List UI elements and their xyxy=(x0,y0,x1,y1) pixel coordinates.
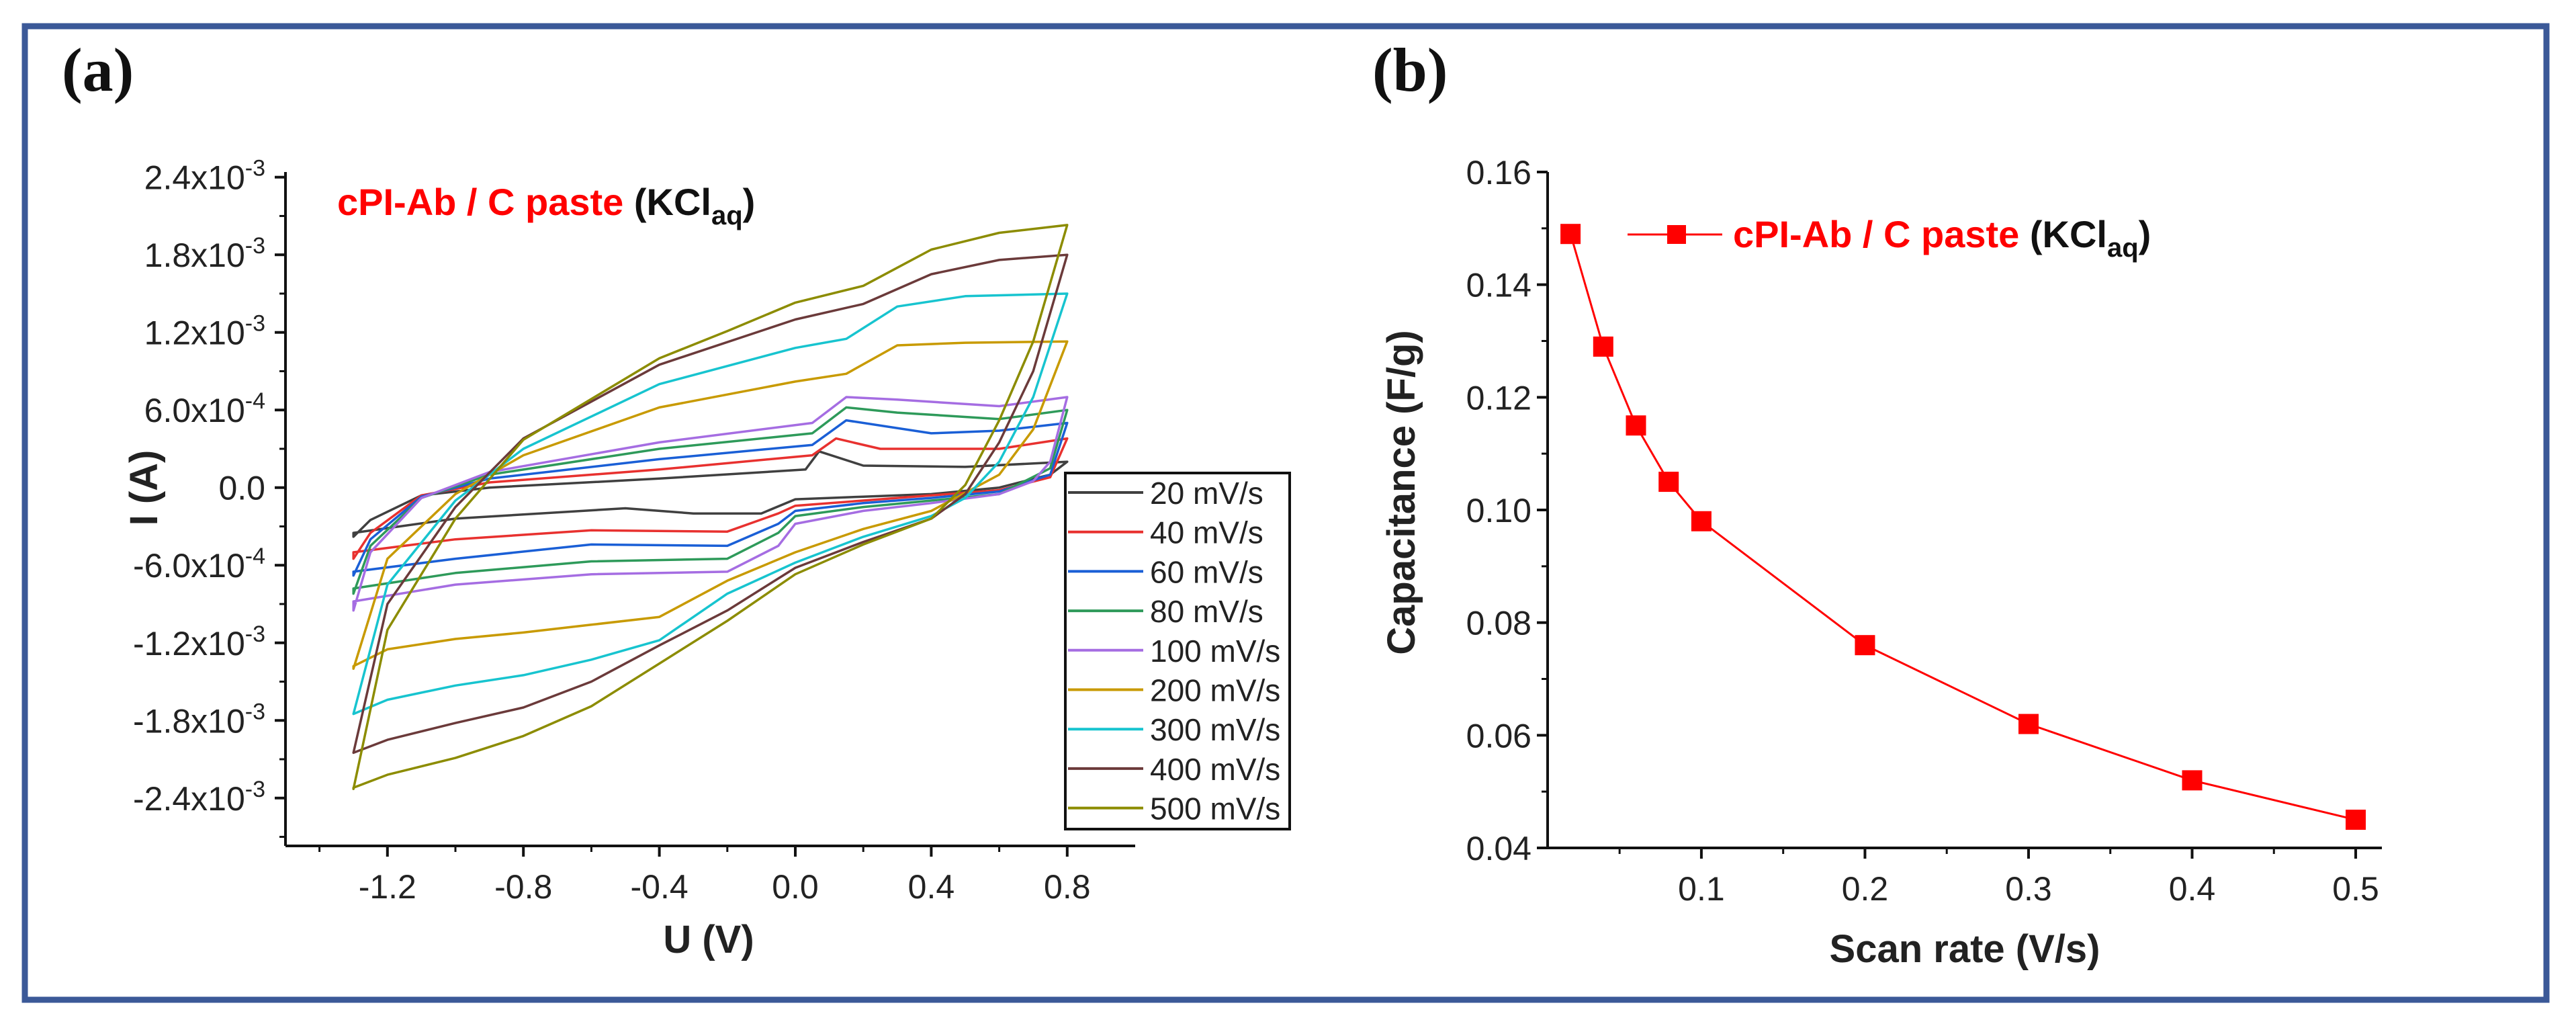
data-point-marker xyxy=(1593,336,1613,357)
y-tick-label: -2.4x10-3 xyxy=(133,777,265,818)
panel-a-axes: -1.2 -0.8 -0.4 0.0 0.4 0.82.4x10-31.8x10-31.2… xyxy=(133,156,1135,906)
cv-curve-400mvs xyxy=(352,253,1069,755)
data-point-marker xyxy=(1691,511,1712,531)
y-tick-label: 0.08 xyxy=(1466,605,1531,642)
legend-entry: 200 mV/s xyxy=(1150,673,1280,708)
y-tick-mantissa: 0.0 xyxy=(218,470,265,507)
x-tick-label: -1.2 xyxy=(359,868,416,906)
title-close: ) xyxy=(743,181,756,223)
x-axis-label-a: U (V) xyxy=(663,918,754,961)
y-tick-mantissa: -1.2x10 xyxy=(133,625,245,662)
y-tick-label: 0.06 xyxy=(1466,717,1531,755)
y-tick-exponent: -3 xyxy=(245,777,265,802)
legend-entry: 80 mV/s xyxy=(1150,594,1263,629)
x-tick-label: 0.2 xyxy=(1842,870,1889,908)
data-point-marker xyxy=(1658,472,1679,492)
panel-b-capacitance-chart: (b) 0.1 0.2 0.3 0.4 0.50.160.140.120.100.080… xyxy=(1372,36,2382,971)
x-axis-label-b: Scan rate (V/s) xyxy=(1830,927,2100,971)
title-sample: cPI-Ab / C paste xyxy=(337,181,623,223)
y-tick-label: 0.12 xyxy=(1466,379,1531,417)
figure-frame xyxy=(21,23,2550,1003)
y-tick-label: 2.4x10-3 xyxy=(144,156,265,197)
panel-b-label: (b) xyxy=(1372,36,1448,104)
legend-entry: 20 mV/s xyxy=(1150,476,1263,511)
cv-curve-200mvs xyxy=(352,340,1069,671)
y-tick-label: -6.0x10-4 xyxy=(133,544,265,585)
y-tick-label: -1.2x10-3 xyxy=(133,621,265,662)
x-tick-label: 0.4 xyxy=(908,868,955,906)
y-tick-mantissa: 1.8x10 xyxy=(144,237,245,274)
panel-a-cv-chart: (a) -1.2 -0.8 -0.4 0.0 0.4 0.82.4x10-31.8x10-… xyxy=(62,36,1291,961)
data-point-marker xyxy=(1626,415,1646,436)
legend-subscript: aq xyxy=(2107,233,2139,263)
panel-b-axes: 0.1 0.2 0.3 0.4 0.5 0.16 0.14 0.12 0.10 0.08 0.06 0… xyxy=(1466,154,2382,908)
y-tick-mantissa: -1.8x10 xyxy=(133,702,245,740)
data-point-marker xyxy=(1855,635,1875,656)
y-tick-mantissa: 1.2x10 xyxy=(144,314,245,352)
y-tick-mantissa: 2.4x10 xyxy=(144,159,245,197)
y-tick-label: 0.14 xyxy=(1466,267,1531,304)
legend-square-marker-icon xyxy=(1667,225,1686,244)
legend-entry: 400 mV/s xyxy=(1150,752,1280,787)
y-tick-label: 0.10 xyxy=(1466,492,1531,529)
cv-curve-100mvs xyxy=(352,396,1069,612)
y-tick-mantissa: 6.0x10 xyxy=(144,392,245,429)
title-electrolyte: (KCl xyxy=(623,181,711,223)
x-tick-label: 0.4 xyxy=(2169,870,2216,908)
cv-curve-500mvs xyxy=(352,224,1069,791)
data-point-marker xyxy=(2018,714,2039,734)
y-tick-exponent: -4 xyxy=(245,388,265,414)
panel-a-legend: 20 mV/s 40 mV/s 60 mV/s 80 mV/s 100 mV/s 200 … xyxy=(1064,472,1291,830)
y-tick-label: 0.16 xyxy=(1466,154,1531,191)
y-tick-label: 0.0 xyxy=(218,470,265,507)
cv-curve-60mvs xyxy=(352,419,1069,577)
data-point-marker xyxy=(1560,224,1581,245)
y-tick-label: 0.04 xyxy=(1466,830,1531,867)
y-tick-exponent: -4 xyxy=(245,544,265,569)
legend-sample: cPI-Ab / C paste xyxy=(1733,213,2019,255)
legend-label: cPI-Ab / C paste (KClaq) xyxy=(1733,213,2151,263)
data-point-marker xyxy=(2346,810,2366,830)
x-tick-label: 0.0 xyxy=(772,868,819,906)
cv-curves xyxy=(352,224,1069,791)
x-tick-label: -0.8 xyxy=(494,868,552,906)
y-tick-mantissa: -6.0x10 xyxy=(133,547,245,585)
x-tick-label: 0.1 xyxy=(1678,870,1725,908)
x-tick-label: 0.3 xyxy=(2005,870,2052,908)
x-tick-label: 0.5 xyxy=(2332,870,2379,908)
title-subscript: aq xyxy=(711,201,743,230)
y-tick-exponent: -3 xyxy=(245,621,265,647)
y-tick-mantissa: -2.4x10 xyxy=(133,780,245,818)
y-axis-label-b: Capacitance (F/g) xyxy=(1380,330,1423,654)
data-point-marker xyxy=(2182,770,2203,791)
cv-curve-300mvs xyxy=(352,292,1069,716)
y-tick-exponent: -3 xyxy=(245,311,265,337)
cv-curve-80mvs xyxy=(352,406,1069,595)
panel-b-legend: cPI-Ab / C paste (KClaq) xyxy=(1628,213,2151,263)
x-tick-label: -0.4 xyxy=(631,868,689,906)
y-axis-label-a: I (A) xyxy=(122,450,166,526)
y-tick-label: 1.2x10-3 xyxy=(144,311,265,352)
y-tick-exponent: -3 xyxy=(245,233,265,259)
legend-entry: 40 mV/s xyxy=(1150,515,1263,550)
panel-a-label: (a) xyxy=(62,36,134,104)
legend-entry: 500 mV/s xyxy=(1150,791,1280,826)
x-tick-label: 0.8 xyxy=(1044,868,1091,906)
panel-a-title: cPI-Ab / C paste (KClaq) xyxy=(337,181,755,230)
legend-entry: 100 mV/s xyxy=(1150,634,1280,669)
capacitance-line xyxy=(1569,233,2356,821)
y-tick-label: 1.8x10-3 xyxy=(144,233,265,274)
y-tick-exponent: -3 xyxy=(245,699,265,724)
cv-curve-40mvs xyxy=(352,437,1069,560)
y-tick-label: -1.8x10-3 xyxy=(133,699,265,740)
legend-close: ) xyxy=(2139,213,2151,255)
y-tick-exponent: -3 xyxy=(245,156,265,181)
capacitance-series xyxy=(1560,224,2366,830)
legend-electrolyte: (KCl xyxy=(2019,213,2107,255)
legend-entry: 300 mV/s xyxy=(1150,712,1280,747)
legend-entry: 60 mV/s xyxy=(1150,554,1263,589)
y-tick-label: 6.0x10-4 xyxy=(144,388,265,429)
